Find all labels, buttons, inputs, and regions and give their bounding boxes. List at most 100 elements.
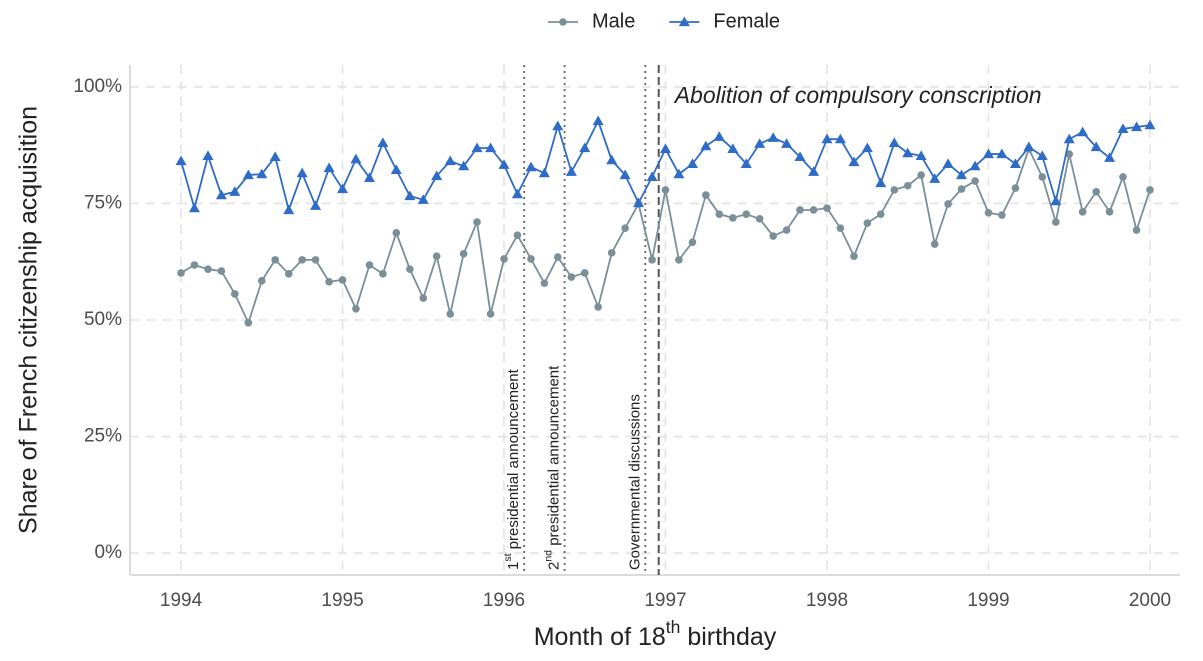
point	[902, 147, 914, 158]
point	[580, 269, 589, 277]
point	[377, 137, 389, 147]
y-tick-label: 75%	[84, 192, 122, 213]
point	[688, 238, 697, 246]
point	[1050, 195, 1062, 206]
point	[311, 256, 320, 264]
point	[1011, 184, 1020, 192]
point	[365, 261, 374, 269]
point	[876, 210, 885, 218]
point	[540, 279, 549, 287]
point	[310, 200, 322, 210]
point	[458, 160, 470, 171]
legend-label: Female	[713, 10, 780, 32]
point	[552, 120, 564, 131]
point	[673, 168, 685, 179]
point	[175, 155, 187, 166]
point	[538, 167, 550, 178]
point	[284, 270, 293, 278]
text-part: Month of 18	[534, 623, 666, 651]
event-label: Abolition of compulsory conscription	[673, 82, 1042, 108]
point	[202, 150, 214, 161]
point	[1023, 141, 1035, 152]
point	[740, 158, 752, 168]
point	[444, 155, 456, 166]
point	[715, 210, 724, 218]
point	[686, 158, 698, 168]
text-part: presidential announcement	[505, 368, 522, 553]
point	[256, 168, 268, 179]
point	[1131, 121, 1143, 132]
point	[782, 226, 791, 234]
x-tick-label: 2000	[1129, 590, 1171, 611]
point	[769, 232, 778, 240]
point	[727, 143, 739, 154]
point	[890, 186, 899, 194]
point	[648, 256, 656, 264]
x-axis-title: Month of 18th birthday	[534, 617, 777, 651]
point	[419, 294, 428, 302]
point	[363, 172, 375, 182]
point	[742, 210, 751, 218]
text-part: 2	[546, 562, 563, 570]
point	[459, 250, 468, 258]
point	[1144, 119, 1156, 130]
event-label: 1st presidential announcement	[502, 368, 522, 570]
point	[392, 229, 401, 237]
point	[352, 305, 360, 313]
point	[823, 204, 831, 212]
point	[661, 186, 670, 194]
point	[754, 138, 766, 148]
point	[1105, 208, 1114, 216]
event-label: Governmental discussions	[626, 394, 643, 570]
point	[215, 189, 227, 200]
point	[379, 270, 387, 278]
point	[956, 169, 968, 180]
point	[244, 318, 253, 327]
point	[729, 214, 737, 222]
point	[942, 158, 954, 168]
point	[1146, 186, 1154, 194]
x-tick-label: 1995	[321, 590, 363, 611]
x-tick-label: 1998	[806, 590, 848, 611]
point	[821, 133, 833, 144]
point	[446, 310, 455, 318]
point	[646, 171, 658, 182]
point	[500, 255, 508, 263]
point	[971, 177, 979, 185]
point	[850, 252, 858, 260]
text-part: birthday	[680, 623, 776, 651]
point	[982, 148, 994, 159]
y-tick-label: 50%	[84, 309, 122, 330]
point	[513, 231, 522, 239]
point	[1052, 218, 1060, 226]
point	[848, 156, 860, 167]
point	[1063, 133, 1075, 144]
point	[809, 206, 818, 214]
point	[915, 150, 927, 161]
point	[525, 161, 537, 172]
point	[498, 159, 510, 169]
point	[417, 194, 429, 204]
point	[204, 265, 212, 273]
point	[188, 202, 200, 213]
text-part: Governmental discussions	[626, 394, 643, 570]
point	[190, 261, 199, 269]
text-part: Abolition of compulsory conscription	[673, 82, 1042, 108]
point	[579, 142, 591, 153]
y-axis-title: Share of French citizenship acquisition	[15, 106, 43, 534]
point	[229, 186, 241, 196]
point	[702, 191, 710, 199]
point	[527, 255, 535, 263]
legend: Male Female	[548, 10, 780, 32]
y-tick-label: 25%	[84, 426, 122, 447]
point	[969, 160, 981, 171]
y-tick-label: 0%	[95, 542, 123, 563]
point	[432, 252, 441, 260]
point	[338, 276, 347, 284]
point	[486, 310, 495, 318]
point	[231, 290, 239, 298]
legend-label: Male	[592, 10, 635, 32]
point	[984, 208, 993, 217]
point	[553, 253, 562, 261]
point	[633, 197, 645, 208]
